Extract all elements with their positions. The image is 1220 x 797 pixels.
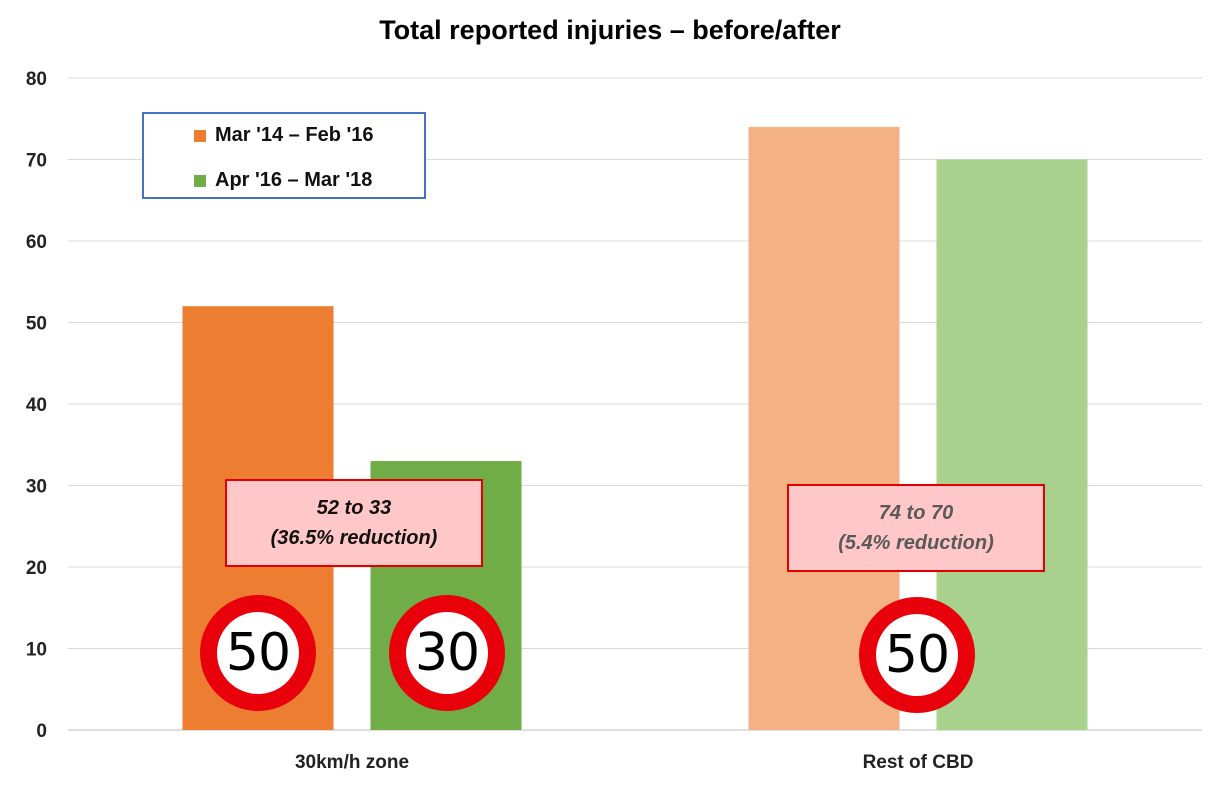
speed-limit-value: 30 bbox=[406, 612, 488, 694]
speed-limit-sign-icon: 50 bbox=[859, 597, 975, 713]
x-axis-categories: 30km/h zone Rest of CBD bbox=[295, 752, 973, 773]
legend-label-after: Apr '16 – Mar '18 bbox=[215, 169, 373, 191]
annotation-line2: (5.4% reduction) bbox=[838, 532, 994, 554]
legend-swatch-before bbox=[194, 129, 206, 142]
chart-title: Total reported injuries – before/after bbox=[379, 15, 841, 45]
y-tick-label: 50 bbox=[26, 314, 47, 335]
y-tick-label: 30 bbox=[26, 477, 47, 498]
legend-item-before: Mar '14 – Feb '16 bbox=[194, 124, 373, 147]
speed-limit-sign-icon: 50 bbox=[200, 595, 316, 711]
speed-limit-value: 50 bbox=[876, 614, 958, 696]
y-tick-label: 10 bbox=[26, 640, 47, 661]
legend-label-before: Mar '14 – Feb '16 bbox=[215, 124, 374, 146]
speed-limit-sign-icon: 30 bbox=[389, 595, 505, 711]
legend: Mar '14 – Feb '16 Apr '16 – Mar '18 bbox=[142, 112, 426, 199]
annotation-rest-of-cbd: 74 to 70 (5.4% reduction) bbox=[787, 484, 1045, 572]
annotation-30kmh-zone: 52 to 33 (36.5% reduction) bbox=[225, 479, 483, 567]
y-tick-label: 0 bbox=[36, 721, 47, 742]
x-category-label: 30km/h zone bbox=[295, 752, 409, 773]
speed-limit-value: 50 bbox=[217, 612, 299, 694]
x-category-label: Rest of CBD bbox=[863, 752, 974, 773]
y-tick-label: 70 bbox=[26, 151, 47, 172]
legend-swatch-after bbox=[194, 174, 206, 187]
legend-item-after: Apr '16 – Mar '18 bbox=[194, 169, 372, 192]
annotation-line1: 52 to 33 bbox=[316, 497, 392, 519]
y-tick-label: 80 bbox=[26, 69, 47, 90]
annotation-line1: 74 to 70 bbox=[878, 502, 954, 524]
y-tick-label: 20 bbox=[26, 558, 47, 579]
y-tick-label: 60 bbox=[26, 232, 47, 253]
y-tick-label: 40 bbox=[26, 395, 47, 416]
annotation-line2: (36.5% reduction) bbox=[270, 527, 438, 549]
y-axis-ticks: 0 10 20 30 40 50 60 70 80 bbox=[26, 69, 47, 742]
